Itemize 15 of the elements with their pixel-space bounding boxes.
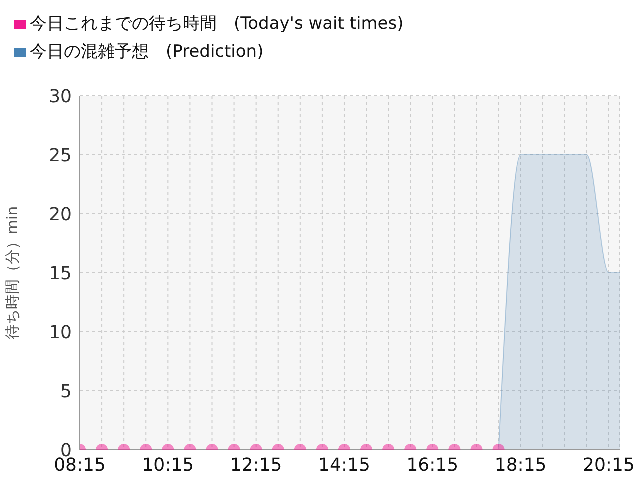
legend-label: 今日の混雑予想 (Prediction) — [30, 42, 264, 62]
x-tick-label: 10:15 — [142, 454, 194, 476]
y-axis-title: 待ち時間（分）min — [3, 206, 22, 340]
y-tick-label: 20 — [49, 204, 72, 226]
x-tick-label: 14:15 — [318, 454, 370, 476]
x-tick-label: 20:15 — [583, 454, 635, 476]
y-tick-label: 30 — [49, 86, 72, 108]
y-tick-label: 15 — [49, 263, 72, 284]
x-tick-label: 12:15 — [230, 454, 282, 476]
y-tick-label: 25 — [49, 145, 72, 166]
x-tick-label: 16:15 — [406, 454, 459, 476]
legend-label: 今日これまでの待ち時間 (Today's wait times) — [30, 14, 404, 34]
y-tick-label: 10 — [49, 322, 72, 344]
x-tick-label: 18:15 — [494, 454, 547, 476]
y-tick-label: 5 — [60, 381, 72, 402]
